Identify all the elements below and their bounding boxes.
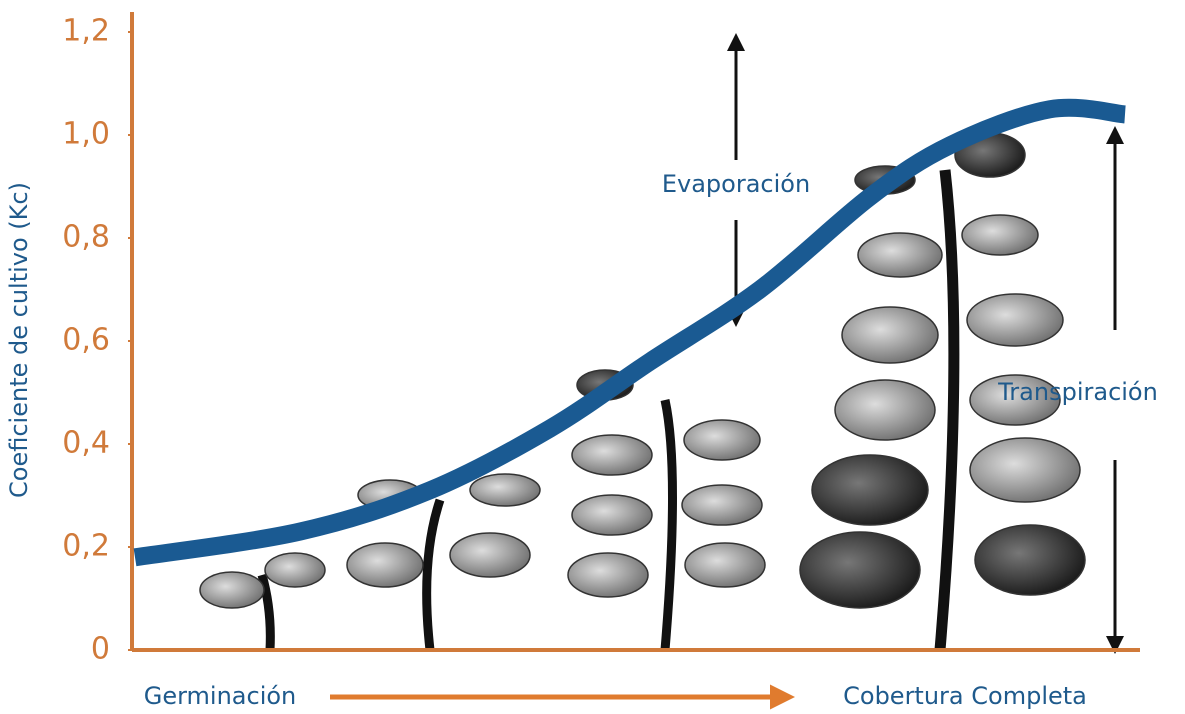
y-tick-label: 0,8 — [62, 220, 110, 255]
annotation: Cobertura Completa — [843, 682, 1087, 710]
y-tick-label: 1,2 — [62, 14, 110, 49]
annotation: Germinación — [144, 682, 297, 710]
y-tick-label: 1,0 — [62, 117, 110, 152]
y-tick-label: 0 — [91, 632, 110, 667]
plants — [199, 132, 1086, 651]
y-tick-label: 0,4 — [62, 426, 110, 461]
kc-curve — [133, 98, 1127, 567]
annotation: Evaporación — [662, 170, 810, 198]
y-tick-label: 0,6 — [62, 323, 110, 358]
y-tick-label: 0,2 — [62, 529, 110, 564]
annotation: Transpiración — [997, 378, 1158, 406]
y-axis-label: Coeficiente de cultivo (Kc) — [5, 182, 33, 498]
